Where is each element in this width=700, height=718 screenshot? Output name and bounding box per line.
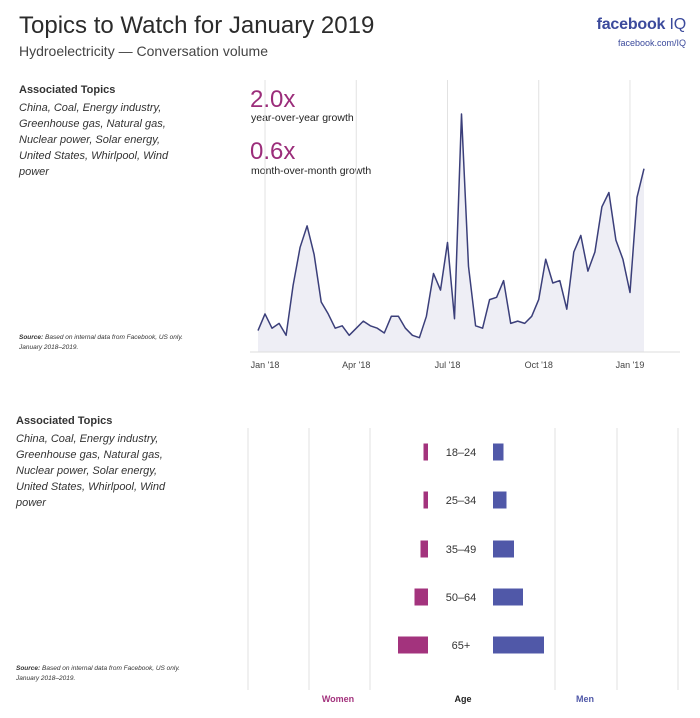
line-chart-x-tick-label: Jan '19 [616,360,645,370]
age-gender-chart: 18–24 25–34 35–49 50–64 65+ Women Age Men [247,428,679,704]
line-chart-x-tick-label: Apr '18 [342,360,370,370]
facebook-iq-logo: facebook IQ [596,16,687,34]
brand-url-link[interactable]: facebook.com/IQ [617,38,686,48]
line-chart-x-tick-label: Oct '18 [525,360,553,370]
line-chart-x-tick-label: Jul '18 [435,360,461,370]
men-bar [493,491,507,509]
men-bar [493,540,514,558]
mom-growth-value: 0.6x [250,138,296,165]
page-title: Topics to Watch for January 2019 [19,12,375,39]
men-bar [493,636,544,654]
top-source-period: January 2018–2019. [19,344,79,351]
yoy-growth-label: year-over-year growth [251,112,354,124]
bottom-source-label: Source: [16,665,41,672]
mom-growth-label: month-over-month growth [251,165,372,177]
women-bar [423,443,428,461]
legend-women-label: Women [322,694,354,704]
age-group-label: 50–64 [446,592,477,604]
top-source-text: Based on internal data from Facebook, US… [45,334,183,341]
women-bar [423,491,428,509]
line-chart-x-tick-label: Jan '18 [251,360,280,370]
age-group-label: 35–49 [446,544,477,556]
conversation-volume-chart: Jan '18 Apr '18 Jul '18 Oct '18 Jan '19 [250,80,680,370]
top-associated-topics: Associated Topics China, Coal, Energy in… [19,82,169,180]
top-topics-heading: Associated Topics [19,84,116,96]
top-topics-list: China, Coal, Energy industry, Greenhouse… [19,102,169,178]
bottom-associated-topics: Associated Topics China, Coal, Energy in… [16,413,166,511]
legend-men-label: Men [576,694,594,704]
men-bar [493,588,523,606]
bottom-source-text: Based on internal data from Facebook, US… [42,665,180,672]
yoy-growth-value: 2.0x [250,86,296,113]
logo-suffix-text: IQ [669,16,687,33]
page-subtitle: Hydroelectricity — Conversation volume [19,43,268,59]
conversation-volume-area [258,114,644,352]
conversation-volume-line [257,113,645,339]
facebook-iq-brand[interactable]: facebook IQ facebook.com/IQ [596,16,687,48]
top-source-note: Source: Based on internal data from Face… [19,333,219,353]
logo-main-text: facebook [596,16,666,33]
age-group-label: 25–34 [446,495,477,507]
bottom-source-note: Source: Based on internal data from Face… [16,664,216,684]
bottom-source-period: January 2018–2019. [16,675,76,682]
age-group-label: 65+ [452,640,471,652]
women-bar [398,636,428,654]
legend-age-label: Age [454,694,471,704]
top-source-label: Source: [19,334,44,341]
age-group-label: 18–24 [446,447,477,459]
bottom-topics-list: China, Coal, Energy industry, Greenhouse… [16,433,166,509]
women-bar [414,588,428,606]
women-bar [420,540,428,558]
bottom-topics-heading: Associated Topics [16,415,113,427]
men-bar [493,443,504,461]
